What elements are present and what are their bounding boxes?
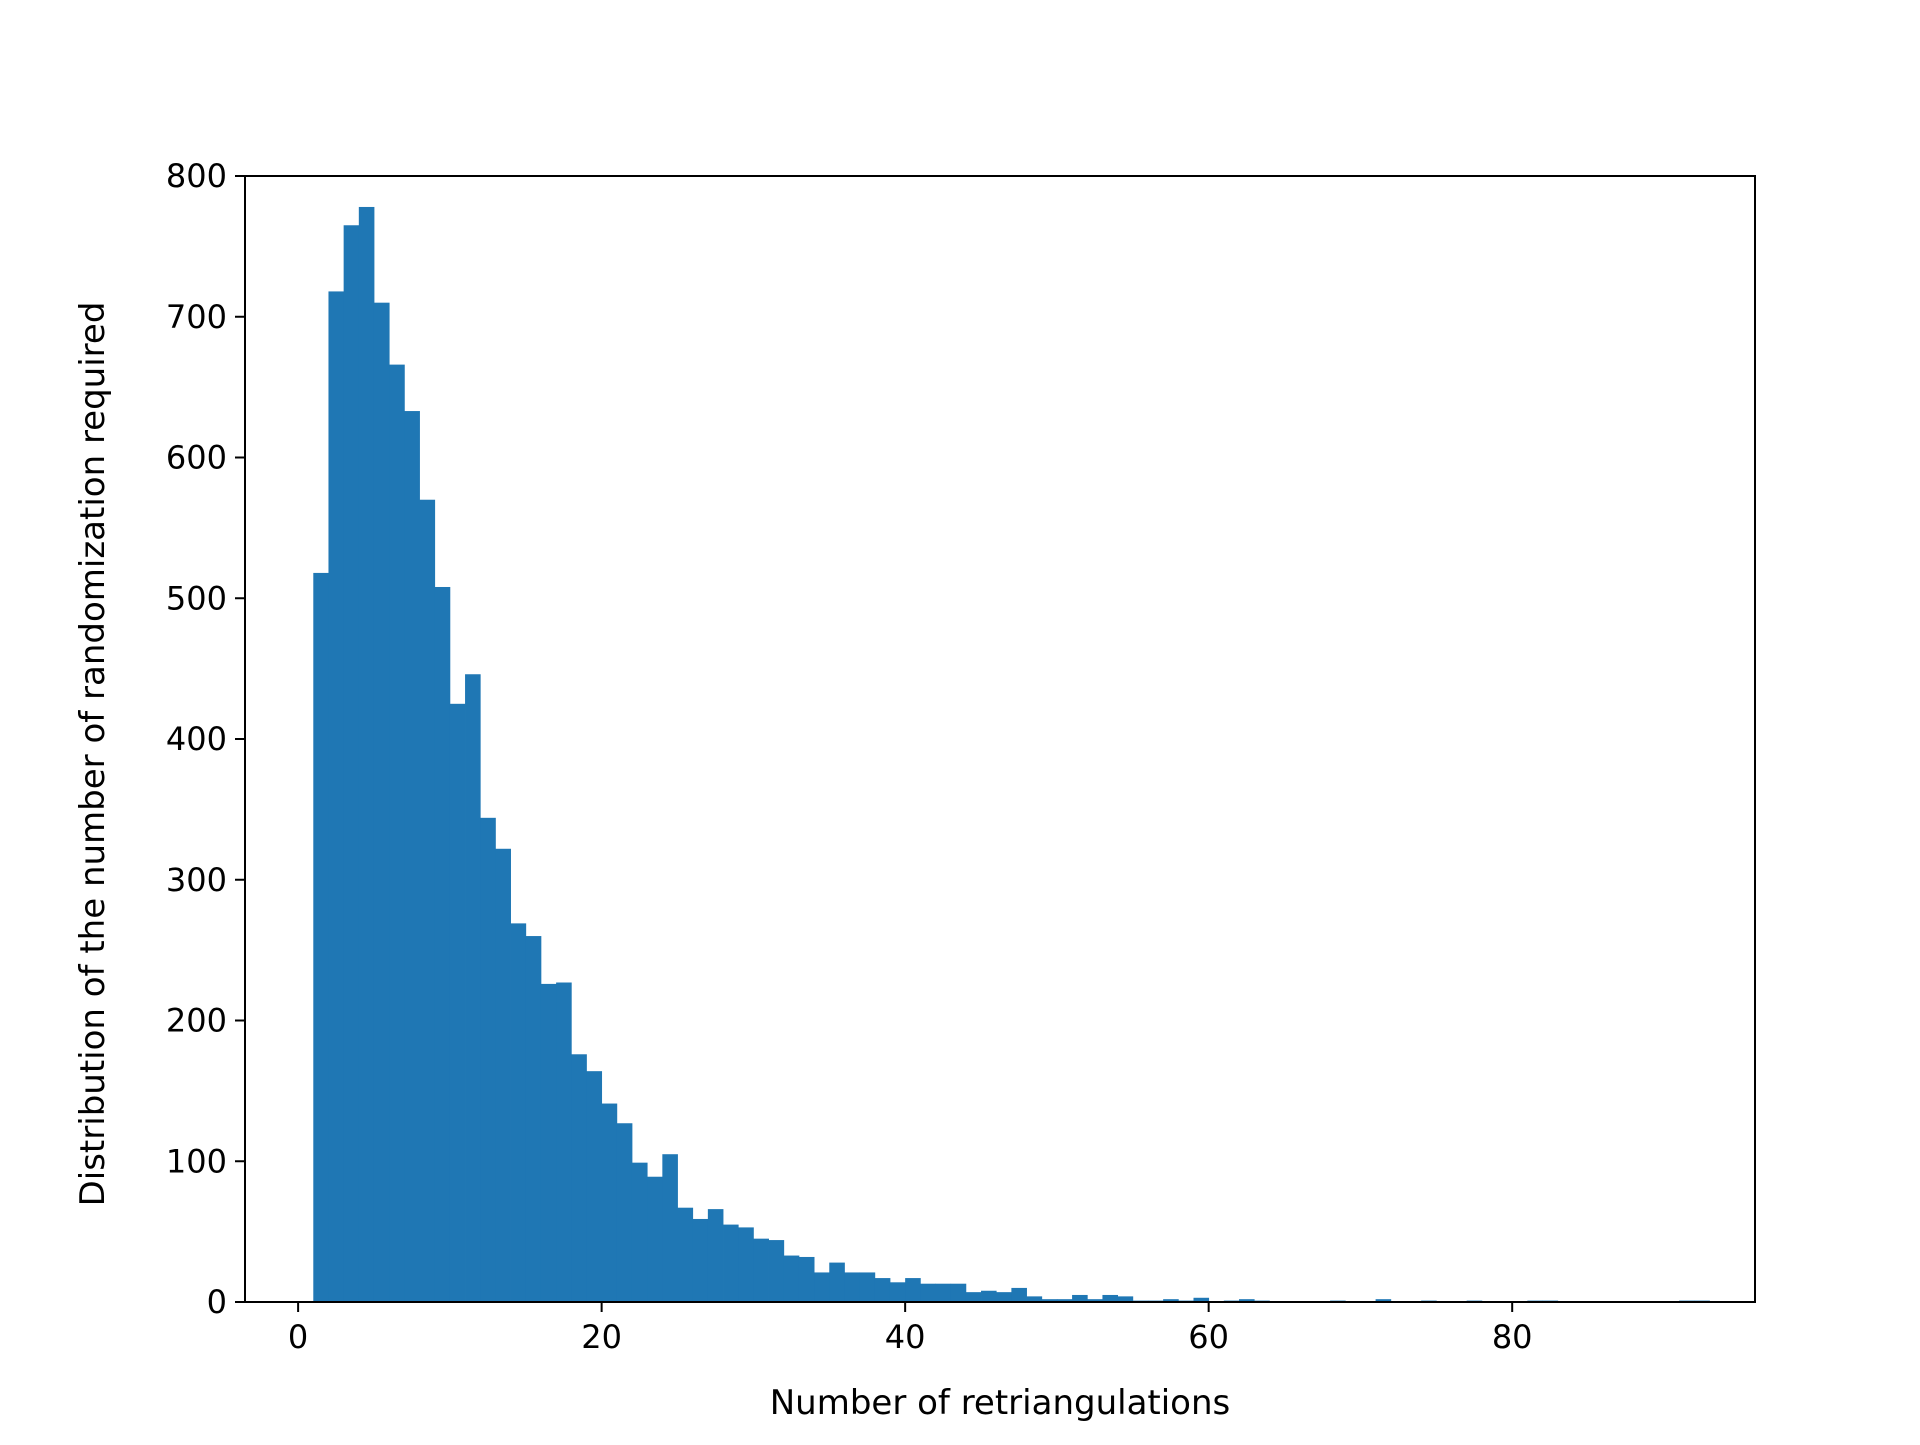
y-tick-label: 400	[166, 720, 227, 758]
histogram-bar	[950, 1283, 967, 1302]
histogram-bar	[1163, 1299, 1179, 1302]
histogram-bar	[829, 1262, 845, 1302]
histogram-bar	[540, 983, 557, 1302]
y-tick-label: 800	[166, 157, 227, 195]
histogram-bar	[783, 1255, 800, 1302]
histogram-bar	[662, 1154, 678, 1302]
histogram-bar	[434, 586, 451, 1302]
histogram-bar	[647, 1176, 663, 1302]
x-tick-label: 60	[1188, 1318, 1229, 1356]
histogram-bar	[313, 572, 329, 1302]
histogram-bar	[798, 1256, 815, 1302]
histogram-bar	[510, 923, 527, 1302]
histogram-bar	[753, 1238, 769, 1302]
histogram-bar	[965, 1292, 982, 1302]
histogram-bar	[328, 291, 345, 1302]
x-axis-ticks: 0 20 40 60 80	[288, 1302, 1533, 1356]
histogram-bar	[404, 411, 420, 1302]
histogram-bar	[1026, 1296, 1043, 1302]
histogram-bar	[1041, 1299, 1058, 1302]
histogram-bar	[707, 1209, 724, 1302]
histogram-bar	[920, 1283, 936, 1302]
y-tick-label: 0	[207, 1283, 227, 1321]
histogram-bar	[1072, 1294, 1088, 1302]
y-tick-label: 100	[166, 1142, 227, 1180]
histogram-bar	[844, 1272, 861, 1302]
histogram-bar	[738, 1227, 754, 1302]
histogram-bar	[480, 817, 496, 1302]
histogram-bar	[556, 982, 572, 1302]
histogram-bar	[358, 206, 375, 1303]
histogram-bar	[935, 1283, 952, 1302]
histogram-bar	[874, 1278, 891, 1302]
histogram-bar	[373, 302, 390, 1302]
y-tick-label: 600	[166, 439, 227, 477]
histogram-bar	[465, 674, 481, 1302]
histogram-bar	[905, 1278, 921, 1302]
histogram-bar	[419, 499, 436, 1303]
histogram-bar	[996, 1292, 1012, 1302]
bars-group	[313, 206, 1710, 1303]
histogram-bar	[1193, 1297, 1210, 1302]
y-tick-label: 300	[166, 861, 227, 899]
histogram-bar	[723, 1224, 739, 1302]
histogram-bar	[814, 1272, 830, 1302]
y-axis-ticks: 0 100 200 300 400 500 600 700 800	[166, 157, 245, 1321]
histogram-bar	[389, 364, 405, 1302]
histogram-bar	[343, 225, 360, 1302]
histogram-bar	[1056, 1299, 1073, 1302]
histogram-bar	[768, 1240, 785, 1302]
histogram-bar	[616, 1123, 633, 1302]
histogram-bar	[692, 1218, 709, 1302]
y-tick-label: 700	[166, 298, 227, 336]
histogram-bar	[1102, 1294, 1119, 1302]
y-axis-title: Distribution of the number of randomizat…	[73, 302, 113, 1207]
histogram-bar	[495, 848, 511, 1302]
histogram-bar	[1117, 1296, 1134, 1302]
histogram-bar	[859, 1272, 876, 1302]
histogram-bar	[1239, 1299, 1255, 1302]
x-tick-label: 80	[1492, 1318, 1533, 1356]
x-tick-label: 40	[885, 1318, 926, 1356]
histogram-bar	[677, 1207, 694, 1302]
histogram-bar	[601, 1103, 618, 1302]
histogram-bar	[889, 1282, 906, 1302]
histogram-bar	[449, 703, 466, 1302]
y-tick-label: 200	[166, 1002, 227, 1040]
histogram-bar	[525, 936, 542, 1302]
histogram-bar	[571, 1054, 587, 1302]
histogram-bar	[1087, 1299, 1103, 1302]
histogram-bar	[1011, 1287, 1027, 1302]
histogram-bar	[981, 1290, 997, 1302]
x-tick-label: 20	[581, 1318, 622, 1356]
histogram-bar	[631, 1162, 648, 1302]
y-tick-label: 500	[166, 579, 227, 617]
x-axis-title: Number of retriangulations	[770, 1383, 1231, 1423]
histogram-bar	[586, 1071, 603, 1302]
histogram-bar	[1375, 1299, 1392, 1302]
x-tick-label: 0	[288, 1318, 308, 1356]
